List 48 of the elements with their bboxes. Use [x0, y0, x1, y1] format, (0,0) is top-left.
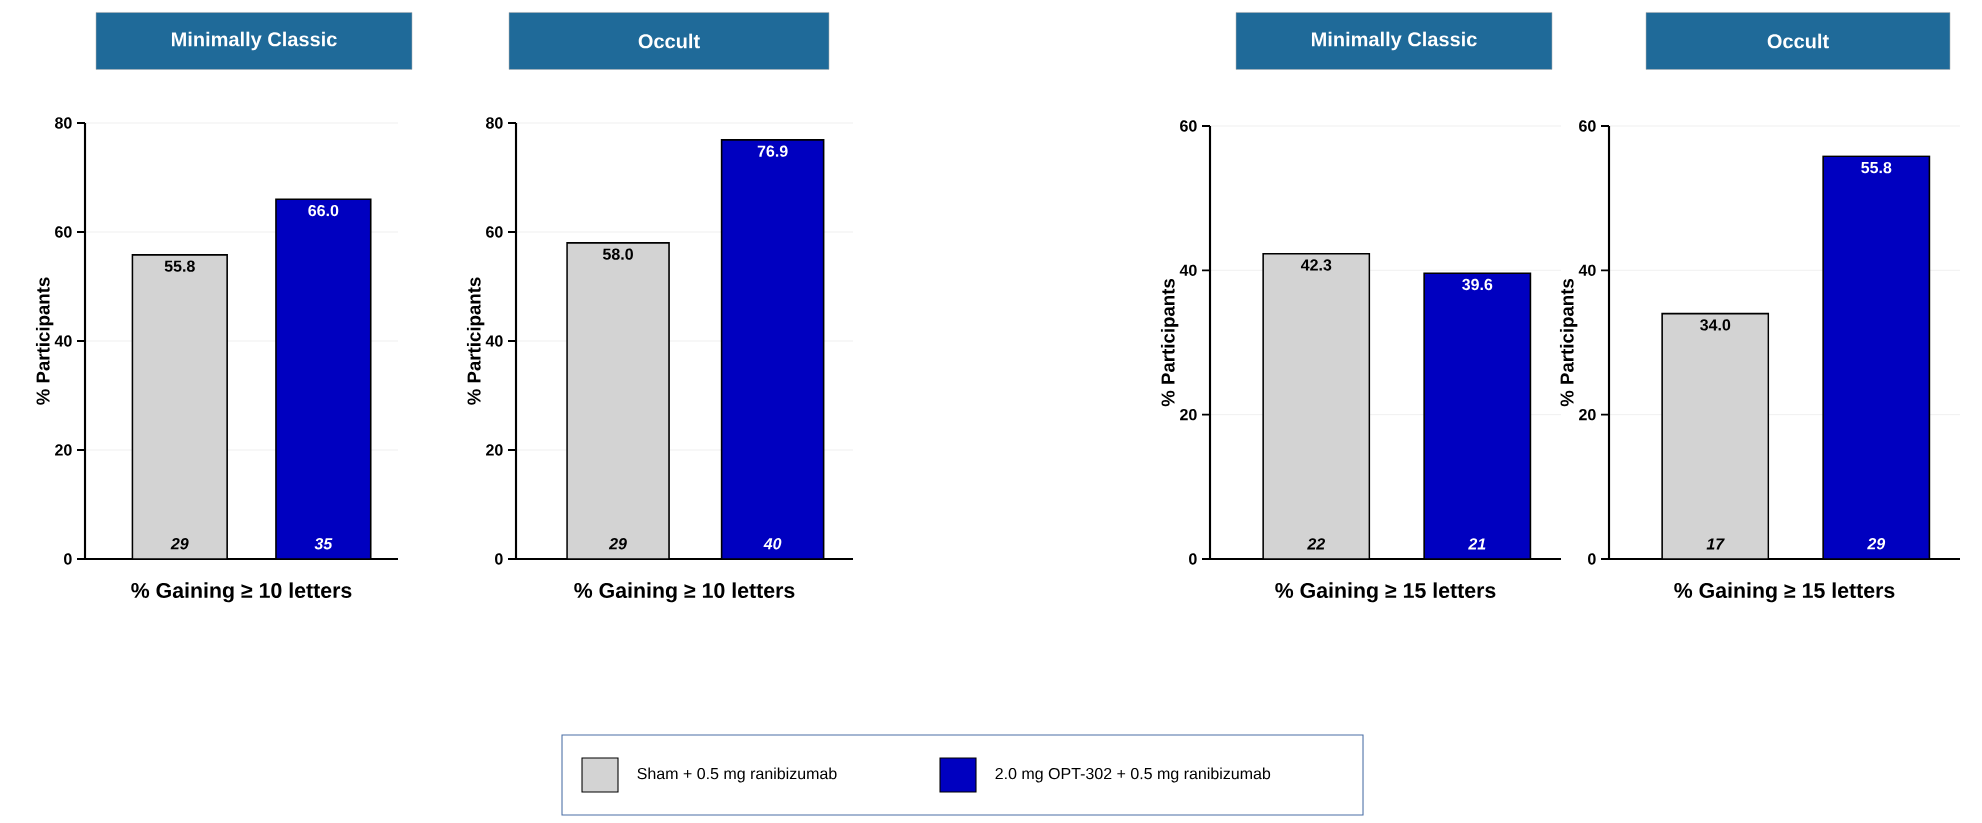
- y-tick-label: 80: [486, 117, 503, 129]
- x-axis-title: % Gaining ≥ 10 letters: [131, 582, 352, 603]
- y-tick-label: 0: [64, 553, 72, 565]
- data-label: 58.0: [602, 248, 633, 260]
- y-tick-label: 20: [1579, 409, 1596, 421]
- chart-title: Occult: [1767, 33, 1829, 49]
- data-label: 55.8: [1861, 161, 1892, 174]
- annotation: 29: [170, 538, 189, 550]
- data-label: 34.0: [1700, 319, 1731, 331]
- legend-label: Sham + 0.5 mg ranibizumab: [637, 767, 837, 783]
- y-tick-label: 0: [1189, 553, 1197, 565]
- y-tick-label: 80: [55, 117, 72, 129]
- legend-label: 2.0 mg OPT-302 + 0.5 mg ranibizumab: [995, 767, 1271, 783]
- y-axis-title: % Participants: [466, 277, 485, 405]
- y-tick-label: 40: [485, 335, 503, 347]
- annotation: 29: [1867, 538, 1886, 550]
- data-label: 39.6: [1462, 278, 1493, 291]
- y-tick-label: 0: [1588, 553, 1596, 565]
- chart-title: Occult: [638, 33, 700, 49]
- y-tick-label: 20: [486, 444, 503, 456]
- x-axis-title: % Gaining ≥ 15 letters: [1674, 582, 1895, 603]
- annotation: 35: [314, 538, 333, 550]
- x-axis-title: % Gaining ≥ 10 letters: [574, 582, 795, 603]
- y-axis-title: % Participants: [1160, 278, 1179, 407]
- chart-title: Minimally Classic: [1311, 31, 1477, 51]
- data-label: 42.3: [1300, 259, 1332, 271]
- y-axis-title: % Participants: [1559, 278, 1578, 407]
- y-tick-label: 20: [1180, 409, 1197, 421]
- data-label: 55.8: [164, 260, 195, 272]
- annotation: 21: [1468, 538, 1486, 550]
- annotation: 22: [1307, 538, 1326, 550]
- y-tick-label: 40: [54, 335, 72, 347]
- annotation: 29: [608, 538, 627, 550]
- y-tick-label: 40: [1578, 264, 1596, 276]
- x-axis-title: % Gaining ≥ 15 letters: [1275, 582, 1496, 603]
- y-tick-label: 60: [1180, 120, 1197, 132]
- y-tick-label: 0: [495, 553, 503, 565]
- y-tick-label: 60: [486, 226, 503, 238]
- annotation: 40: [763, 538, 782, 550]
- data-label: 66.0: [308, 204, 339, 217]
- y-tick-label: 60: [55, 226, 72, 238]
- y-axis-title: % Participants: [35, 277, 54, 405]
- y-tick-label: 40: [1179, 264, 1197, 276]
- data-label: 76.9: [757, 145, 788, 157]
- y-tick-label: 60: [1579, 120, 1596, 132]
- y-tick-label: 20: [55, 444, 72, 456]
- annotation: 17: [1706, 538, 1725, 550]
- chart-title: Minimally Classic: [171, 31, 337, 51]
